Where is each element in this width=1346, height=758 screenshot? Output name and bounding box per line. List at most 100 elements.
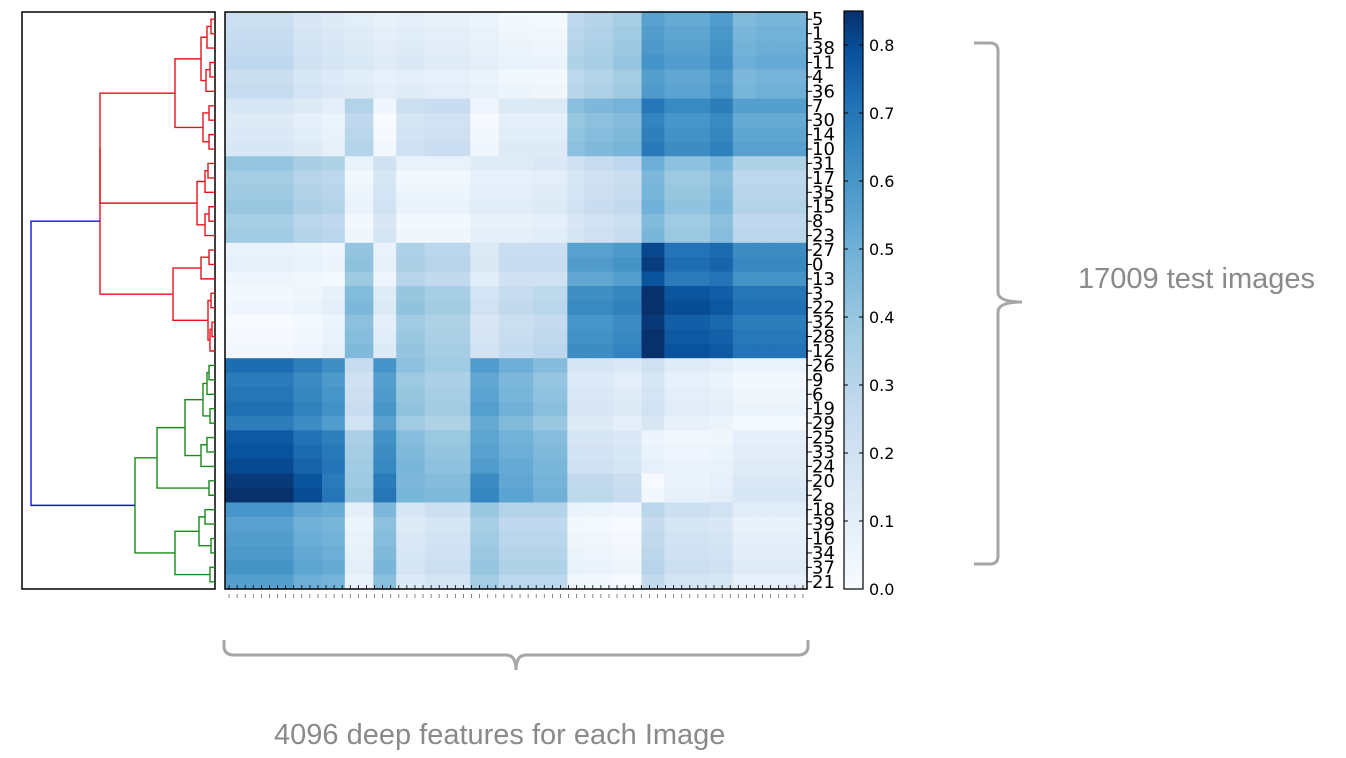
heatmap-cell [613, 69, 643, 85]
row-label: 15 [812, 197, 835, 218]
heatmap-cell [470, 213, 500, 229]
heatmap-cell [373, 257, 397, 273]
heatmap-cell [373, 531, 397, 547]
heatmap-cell [322, 488, 346, 504]
row-label: 24 [812, 456, 835, 477]
heatmap-cell [567, 84, 586, 100]
heatmap-cell [344, 415, 374, 431]
heatmap-cell [755, 343, 774, 359]
heatmap-cell [396, 300, 426, 316]
row-label: 2 [812, 485, 823, 506]
heatmap-cell [396, 387, 426, 403]
heatmap-cell [293, 387, 323, 403]
heatmap-cell [772, 69, 808, 85]
heatmap-cell [533, 112, 568, 129]
heatmap-cell [533, 257, 568, 273]
heatmap-cell [755, 242, 774, 258]
heatmap-cell [613, 185, 643, 201]
heatmap-cell [225, 156, 295, 172]
heatmap-cell [225, 26, 295, 42]
heatmap-cell [732, 141, 757, 157]
heatmap-cell [641, 488, 665, 504]
heatmap-cell [613, 156, 643, 172]
heatmap-cell [424, 98, 471, 114]
heatmap-cell [710, 459, 734, 475]
heatmap-cell [293, 545, 323, 561]
dendrogram-link [196, 180, 205, 226]
heatmap-cell [396, 545, 426, 561]
heatmap-cell [322, 26, 346, 42]
heatmap-cell [613, 257, 643, 273]
heatmap-cell [470, 271, 500, 287]
heatmap-cell [664, 531, 711, 547]
heatmap-cell [755, 459, 774, 475]
heatmap-cell [424, 170, 471, 186]
heatmap-cell [293, 358, 323, 374]
heatmap-cell [293, 12, 323, 28]
heatmap-cell [613, 112, 643, 129]
row-label: 8 [812, 211, 823, 232]
heatmap-cell [584, 444, 614, 460]
heatmap-cell [344, 228, 374, 244]
dendrogram-link [206, 371, 215, 395]
heatmap-cell [664, 358, 711, 374]
heatmap-cell [396, 242, 426, 258]
heatmap-cell [322, 300, 346, 316]
heatmap-cell [373, 444, 397, 460]
heatmap-cell [344, 531, 374, 547]
heatmap-cell [641, 372, 665, 388]
heatmap-cell [424, 314, 471, 330]
column-tick-marks [228, 585, 804, 598]
heatmap-cell [533, 84, 568, 100]
heatmap-cell [498, 430, 534, 446]
heatmap-cell [373, 242, 397, 258]
heatmap-cell [344, 473, 374, 489]
heatmap-cell [641, 127, 665, 143]
heatmap-cell [772, 141, 808, 157]
heatmap-cell [533, 473, 568, 489]
heatmap-cell [373, 401, 397, 417]
heatmap-cell [396, 127, 426, 143]
heatmap-cell [755, 488, 774, 504]
heatmap-cell [424, 199, 471, 215]
heatmap-cell [772, 343, 808, 359]
heatmap-cell [732, 40, 757, 56]
heatmap-cell [641, 271, 665, 287]
heatmap-cell [396, 156, 426, 172]
heatmap-cell [584, 372, 614, 388]
heatmap-cell [533, 242, 568, 258]
row-label: 30 [812, 110, 835, 131]
heatmap-cell [567, 55, 586, 71]
heatmap-cell [373, 271, 397, 287]
heatmap-cell [755, 560, 774, 576]
heatmap-cell [344, 12, 374, 28]
heatmap-cell [584, 228, 614, 244]
heatmap-cell [772, 444, 808, 460]
heatmap-cell [498, 444, 534, 460]
heatmap-cell [322, 112, 346, 129]
heatmap-cell [772, 488, 808, 504]
heatmap-cell [567, 40, 586, 56]
heatmap-cell [641, 156, 665, 172]
right-brace [974, 41, 1023, 566]
heatmap-cell [584, 502, 614, 518]
heatmap-cell [641, 185, 665, 201]
heatmap-cell [567, 12, 586, 28]
heatmap-cell [344, 112, 374, 129]
heatmap-cell [664, 488, 711, 504]
heatmap-cell [225, 314, 295, 330]
row-tick-marks [807, 18, 812, 583]
heatmap-cell [755, 300, 774, 316]
heatmap-cell [613, 55, 643, 71]
heatmap-cell [498, 545, 534, 561]
heatmap-cell [293, 329, 323, 345]
heatmap-cell [293, 560, 323, 576]
heatmap-cell [533, 545, 568, 561]
heatmap-cell [772, 401, 808, 417]
heatmap-cell [396, 141, 426, 157]
heatmap-cell [424, 545, 471, 561]
heatmap-cell [225, 98, 295, 114]
row-label: 6 [812, 384, 823, 405]
heatmap-cell [732, 459, 757, 475]
heatmap-cell [498, 112, 534, 129]
